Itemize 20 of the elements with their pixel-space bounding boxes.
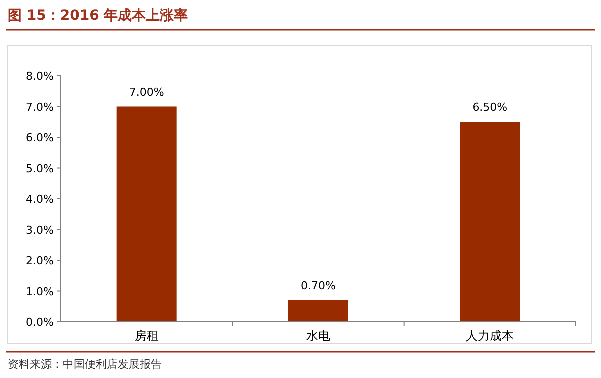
x-tick-label: 人力成本	[466, 329, 514, 343]
y-tick-label: 5.0%	[26, 162, 54, 176]
y-tick-label: 3.0%	[26, 224, 54, 237]
bar	[116, 106, 177, 322]
y-tick-label: 1.0%	[26, 285, 54, 298]
y-tick-label: 4.0%	[26, 193, 54, 206]
text: 资料来源：中国便利店发展报告	[8, 358, 162, 371]
y-tick-label: 7.0%	[26, 100, 54, 114]
data-label: 0.70%	[301, 279, 336, 292]
y-tick-label: 8.0%	[26, 70, 54, 83]
x-tick-label: 水电	[306, 329, 330, 343]
data-label: 6.50%	[472, 101, 508, 114]
x-tick-label: 房租	[134, 329, 159, 343]
bar	[460, 122, 520, 322]
chart-title: 图 15：2016 年成本上涨率	[8, 7, 188, 24]
y-tick-label: 2.0%	[26, 254, 54, 268]
y-tick-label: 6.0%	[26, 132, 54, 144]
data-label: 7.00%	[129, 86, 164, 99]
bar	[288, 300, 348, 322]
y-tick-label: 0.0%	[26, 316, 54, 329]
